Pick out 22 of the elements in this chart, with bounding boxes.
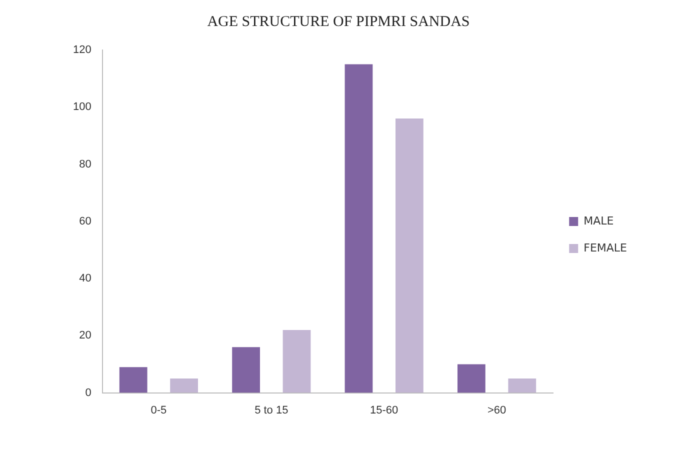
- bar: [119, 367, 148, 393]
- bar: [282, 330, 311, 393]
- bar: [396, 118, 424, 393]
- y-tick-label: 80: [79, 158, 92, 170]
- bar: [457, 364, 486, 393]
- x-tick-label: 15-60: [370, 404, 398, 416]
- x-tick-label: 0-5: [150, 404, 167, 416]
- x-tick-label: 5 to 15: [254, 404, 288, 416]
- legend-label: MALE: [584, 214, 614, 228]
- bar: [170, 378, 198, 393]
- bar: [232, 347, 260, 393]
- y-tick-label: 40: [79, 272, 92, 285]
- y-tick-label: 100: [72, 101, 92, 114]
- bar: [508, 378, 536, 393]
- y-tick-label: 20: [79, 330, 92, 342]
- x-tick-label: >60: [487, 404, 506, 416]
- bar: [344, 64, 373, 393]
- y-tick-label: 0: [85, 386, 92, 399]
- chart-title: AGE STRUCTURE OF PIPMRI SANDAS: [206, 14, 471, 31]
- legend-label: FEMALE: [584, 241, 628, 254]
- y-tick-label: 120: [72, 44, 92, 56]
- y-tick-label: 60: [79, 215, 92, 228]
